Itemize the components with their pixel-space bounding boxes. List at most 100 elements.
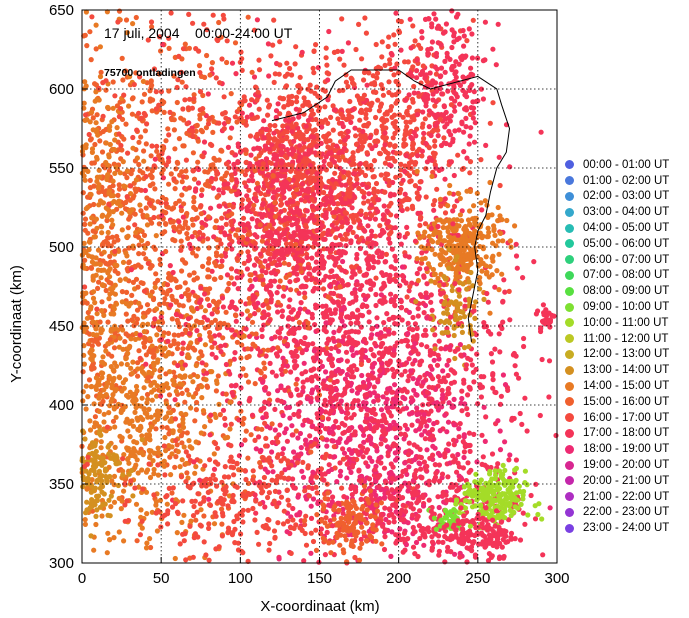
discharge-point <box>345 172 351 178</box>
discharge-point <box>366 309 372 315</box>
discharge-point <box>218 148 224 154</box>
discharge-point <box>224 59 230 66</box>
discharge-point <box>188 405 194 411</box>
discharge-point <box>423 72 429 78</box>
discharge-point <box>315 265 321 271</box>
discharge-point <box>344 358 350 364</box>
discharge-point <box>83 83 89 89</box>
discharge-point <box>328 345 334 352</box>
discharge-point <box>244 193 250 199</box>
discharge-point <box>387 240 393 246</box>
discharge-point <box>323 195 329 201</box>
discharge-point <box>169 490 175 496</box>
discharge-point <box>151 205 157 211</box>
discharge-point <box>405 320 411 326</box>
discharge-point <box>208 335 214 341</box>
discharge-point <box>154 408 161 414</box>
discharge-point <box>238 408 244 414</box>
discharge-point <box>326 206 333 212</box>
discharge-point <box>385 405 391 411</box>
discharge-point <box>98 275 104 281</box>
discharge-point <box>269 369 275 375</box>
discharge-point <box>295 83 301 89</box>
discharge-point <box>381 119 387 125</box>
discharge-point <box>363 211 369 217</box>
discharge-point <box>308 276 314 283</box>
discharge-point <box>199 395 205 401</box>
discharge-point <box>417 222 423 228</box>
discharge-point <box>422 116 428 122</box>
discharge-point <box>444 121 450 127</box>
discharge-point <box>130 195 136 201</box>
discharge-point <box>461 449 467 455</box>
discharge-point <box>352 271 358 277</box>
discharge-point <box>331 290 337 297</box>
discharge-point <box>459 395 465 402</box>
discharge-point <box>428 292 434 298</box>
discharge-point <box>394 98 400 104</box>
discharge-point <box>107 403 113 409</box>
discharge-point <box>142 245 148 251</box>
discharge-point <box>225 144 231 150</box>
discharge-point <box>412 340 418 347</box>
discharge-point <box>296 325 302 331</box>
discharge-point <box>308 399 314 405</box>
discharge-point <box>284 60 290 66</box>
discharge-point <box>410 205 416 212</box>
discharge-point <box>414 75 420 81</box>
discharge-point <box>414 112 421 118</box>
discharge-point <box>446 357 452 364</box>
discharge-point <box>254 234 260 240</box>
discharge-point <box>341 174 347 180</box>
discharge-point <box>254 180 260 186</box>
discharge-point <box>180 416 186 422</box>
discharge-point <box>193 186 199 192</box>
discharge-point <box>357 117 363 123</box>
discharge-point <box>319 253 325 260</box>
discharge-point <box>99 213 105 219</box>
discharge-point <box>106 188 112 194</box>
discharge-point <box>308 503 314 509</box>
discharge-point <box>161 300 167 306</box>
discharge-point <box>471 379 477 385</box>
discharge-point <box>439 91 445 97</box>
discharge-point <box>501 277 507 283</box>
discharge-point <box>464 94 470 100</box>
discharge-point <box>141 148 147 154</box>
discharge-point <box>105 206 111 212</box>
discharge-point <box>419 29 425 35</box>
discharge-point <box>99 224 105 230</box>
discharge-point <box>443 140 449 147</box>
discharge-point <box>164 381 170 387</box>
discharge-point <box>339 219 345 225</box>
discharge-point <box>267 122 273 129</box>
discharge-point <box>227 426 233 432</box>
discharge-point <box>124 234 130 240</box>
discharge-point <box>354 93 360 99</box>
discharge-point <box>449 27 455 33</box>
discharge-point <box>220 304 226 310</box>
discharge-point <box>537 412 543 419</box>
discharge-point <box>193 517 199 523</box>
discharge-point <box>341 62 347 68</box>
discharge-point <box>162 296 168 302</box>
discharge-point <box>267 213 273 219</box>
discharge-point <box>419 124 425 130</box>
discharge-point <box>411 83 417 90</box>
discharge-point <box>310 469 316 475</box>
discharge-point <box>95 267 101 273</box>
discharge-point <box>120 327 126 333</box>
discharge-point <box>80 300 86 306</box>
discharge-point <box>89 352 95 358</box>
discharge-point <box>301 284 307 290</box>
discharge-point <box>273 162 279 168</box>
discharge-point <box>265 347 271 353</box>
discharge-point <box>405 520 411 526</box>
discharge-point <box>103 87 109 93</box>
discharge-point <box>260 277 266 283</box>
discharge-point <box>275 309 281 315</box>
discharge-point <box>546 394 552 400</box>
discharge-point <box>187 374 193 380</box>
discharge-point <box>517 410 523 417</box>
discharge-point <box>406 92 412 98</box>
